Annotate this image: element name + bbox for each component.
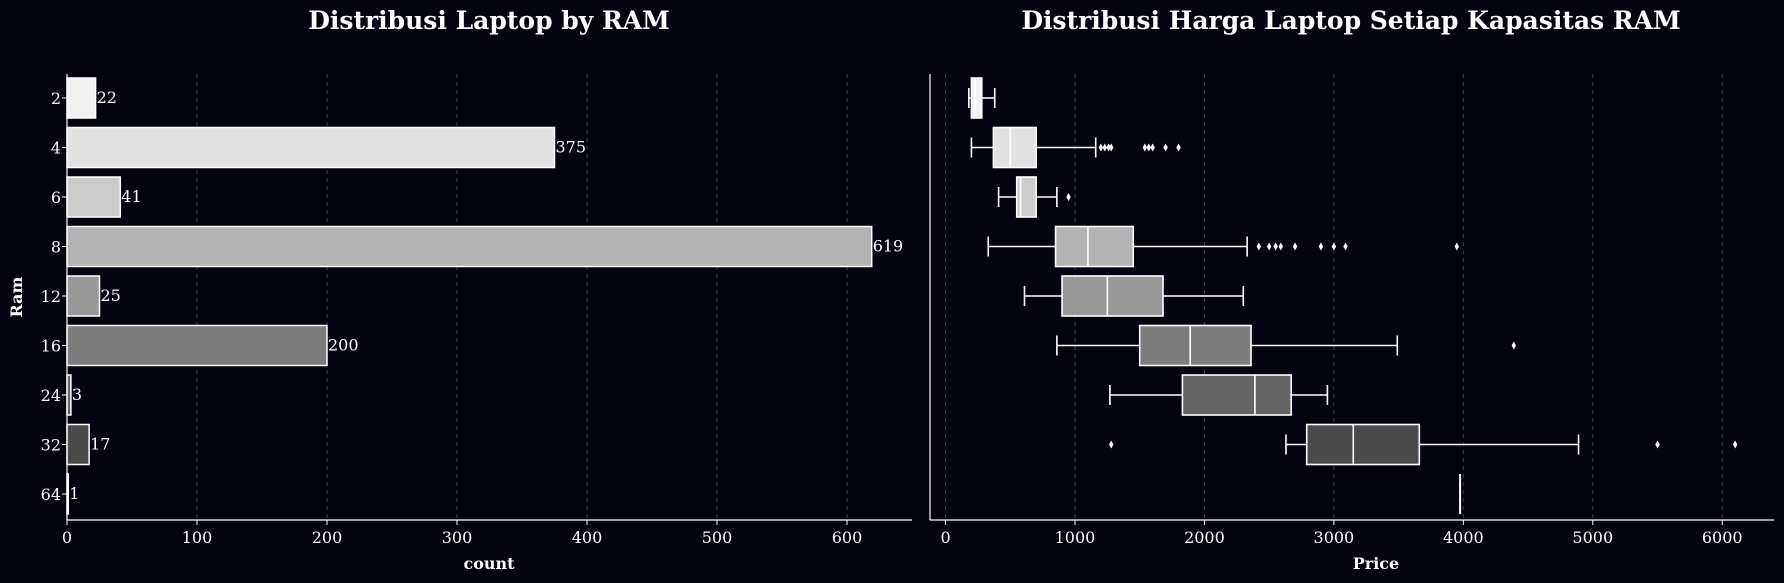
bar-ram-6 bbox=[66, 176, 122, 218]
right-box-chart: Distribusi Harga Laptop Setiap Kapasitas… bbox=[929, 6, 1774, 573]
box-iqr bbox=[1061, 275, 1164, 317]
outlier-point bbox=[1098, 143, 1104, 152]
outlier-point bbox=[1511, 341, 1517, 350]
box-iqr bbox=[1054, 225, 1135, 268]
right-x-tick-label: 3000 bbox=[1314, 528, 1355, 547]
left-x-tick-label: 400 bbox=[572, 528, 603, 547]
bar-value-label: 375 bbox=[556, 138, 587, 157]
outlier-point bbox=[1655, 440, 1660, 449]
outlier-point bbox=[1273, 242, 1278, 251]
outlier-point bbox=[1318, 242, 1324, 251]
outlier-point bbox=[1176, 143, 1181, 152]
outlier-point bbox=[1102, 143, 1107, 152]
right-x-tick-label: 6000 bbox=[1702, 528, 1743, 547]
right-x-axis-label: Price bbox=[1353, 554, 1399, 573]
bar-value-label: 619 bbox=[873, 237, 904, 256]
left-y-tick-label: 32 bbox=[41, 436, 61, 455]
left-x-tick-label: 0 bbox=[62, 528, 72, 547]
right-x-tick-label: 0 bbox=[940, 528, 950, 547]
left-y-tick-label: 6 bbox=[51, 188, 61, 207]
left-y-tick-label: 2 bbox=[51, 89, 61, 108]
bar-ram-16 bbox=[66, 324, 328, 367]
outlier-point bbox=[1454, 242, 1460, 251]
boxplot-ram-8 bbox=[987, 225, 1460, 268]
bar-ram-8 bbox=[66, 225, 873, 268]
right-x-tick-label: 4000 bbox=[1443, 528, 1484, 547]
bar-ram-12 bbox=[66, 275, 101, 317]
right-x-tick-label: 1000 bbox=[1055, 528, 1096, 547]
bar-value-label: 200 bbox=[328, 336, 359, 355]
outlier-point bbox=[1066, 193, 1071, 201]
left-chart-title: Distribusi Laptop by RAM bbox=[308, 6, 670, 35]
right-chart-title: Distribusi Harga Laptop Setiap Kapasitas… bbox=[1021, 6, 1680, 35]
bar-value-label: 17 bbox=[90, 435, 110, 454]
box-iqr bbox=[1138, 324, 1252, 367]
left-x-tick-label: 200 bbox=[312, 528, 343, 547]
left-y-tick-label: 64 bbox=[41, 485, 61, 504]
boxplot-ram-12 bbox=[1023, 275, 1245, 317]
boxplot-ram-4 bbox=[970, 126, 1181, 169]
outlier-point bbox=[1256, 242, 1261, 251]
box-iqr bbox=[992, 126, 1037, 169]
bar-value-label: 25 bbox=[101, 286, 121, 305]
left-bar-chart: Distribusi Laptop by RAM count Ram 22 375… bbox=[7, 6, 912, 573]
bar-ram-4 bbox=[66, 126, 556, 169]
outlier-point bbox=[1106, 143, 1111, 152]
outlier-point bbox=[1343, 242, 1348, 251]
right-ticks: 0 1000 2000 3000 4000 5000 6000 bbox=[940, 520, 1743, 547]
box-iqr bbox=[970, 77, 983, 119]
boxplot-ram-2 bbox=[968, 77, 996, 119]
bar-value-label: 3 bbox=[72, 385, 82, 404]
bar-ram-2 bbox=[66, 77, 97, 119]
left-y-tick-label: 4 bbox=[51, 139, 61, 158]
boxplot-ram-16 bbox=[1056, 324, 1517, 367]
bar-value-label: 22 bbox=[97, 88, 117, 107]
bar-value-label: 41 bbox=[121, 187, 141, 206]
left-x-tick-label: 300 bbox=[442, 528, 473, 547]
left-y-tick-label: 12 bbox=[41, 287, 61, 306]
box-iqr bbox=[1305, 423, 1421, 466]
outlier-point bbox=[1278, 242, 1284, 251]
left-y-tick-label: 8 bbox=[51, 238, 61, 257]
left-x-axis-label: count bbox=[463, 554, 515, 573]
outlier-point bbox=[1146, 143, 1151, 152]
outlier-point bbox=[1142, 143, 1148, 152]
left-y-tick-label: 24 bbox=[41, 386, 61, 405]
box-iqr bbox=[1181, 374, 1292, 416]
right-x-tick-label: 5000 bbox=[1572, 528, 1613, 547]
bar-value-label: 1 bbox=[69, 484, 79, 503]
outlier-point bbox=[1109, 440, 1114, 449]
outlier-point bbox=[1732, 440, 1738, 449]
outlier-point bbox=[1163, 143, 1168, 152]
outlier-point bbox=[1266, 242, 1272, 251]
left-x-tick-label: 500 bbox=[702, 528, 733, 547]
boxplot-ram-6 bbox=[997, 176, 1071, 218]
outlier-point bbox=[1292, 242, 1298, 251]
right-boxes bbox=[968, 77, 1738, 514]
outlier-point bbox=[1331, 242, 1337, 251]
outlier-point bbox=[1109, 143, 1114, 152]
left-y-tick-label: 16 bbox=[41, 337, 61, 356]
boxplot-ram-32 bbox=[1109, 423, 1738, 466]
bar-ram-32 bbox=[66, 423, 90, 466]
right-x-tick-label: 2000 bbox=[1184, 528, 1225, 547]
left-x-tick-label: 100 bbox=[182, 528, 213, 547]
boxplot-ram-24 bbox=[1109, 374, 1329, 416]
left-y-axis-label: Ram bbox=[7, 276, 26, 317]
box-iqr bbox=[1015, 176, 1037, 218]
outlier-point bbox=[1150, 143, 1155, 152]
left-bars: 22 375 41 619 25 200 3 17 1 bbox=[66, 77, 904, 515]
left-x-tick-label: 600 bbox=[832, 528, 863, 547]
